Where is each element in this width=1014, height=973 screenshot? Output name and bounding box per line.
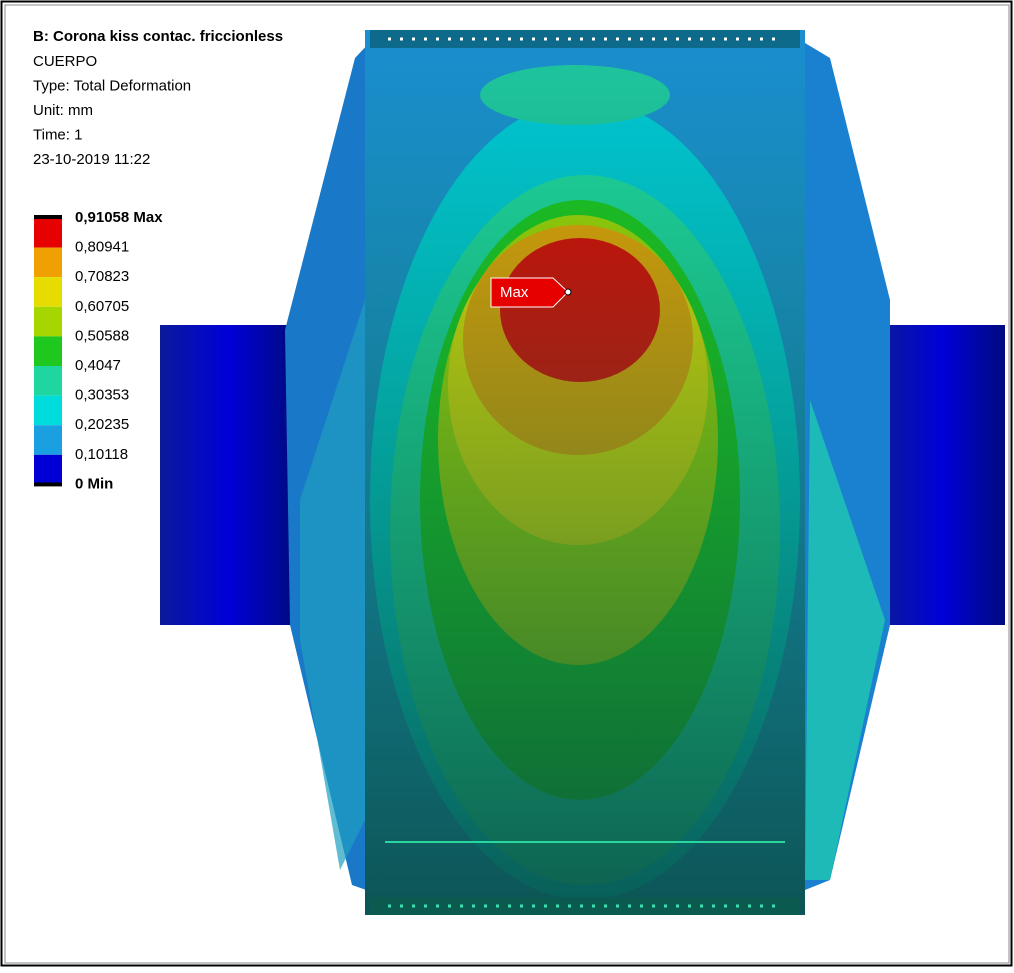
legend-swatch [34, 277, 62, 307]
legend-swatch [34, 455, 62, 485]
legend-label: 0,91058 Max [75, 209, 163, 226]
legend-label: 0,20235 [75, 416, 129, 433]
legend-label: 0,50588 [75, 327, 129, 344]
legend-max-bar [34, 215, 62, 219]
legend-swatch [34, 336, 62, 366]
legend-label: 0 Min [75, 475, 113, 492]
legend-swatch [34, 218, 62, 248]
bottom-flange [370, 897, 800, 915]
header-line: Time: 1 [33, 126, 82, 143]
legend-min-bar [34, 482, 62, 486]
left-hub [160, 325, 295, 625]
legend-label: 0,70823 [75, 268, 129, 285]
legend-label: 0,80941 [75, 239, 129, 256]
header-line: Type: Total Deformation [33, 77, 191, 94]
result-title: B: Corona kiss contac. friccionless [33, 28, 283, 45]
header-line: 23-10-2019 11:22 [33, 151, 150, 168]
legend-swatch [34, 248, 62, 278]
legend-label: 0,30353 [75, 387, 129, 404]
legend-label: 0,4047 [75, 357, 121, 374]
right-hub [880, 325, 1005, 625]
legend-swatch [34, 366, 62, 396]
header-line: Unit: mm [33, 102, 93, 119]
legend-label: 0,10118 [75, 446, 128, 463]
top-flange [370, 30, 800, 48]
probe-point [565, 289, 571, 295]
legend-label: 0,60705 [75, 298, 129, 315]
legend-swatch [34, 307, 62, 337]
header-line: CUERPO [33, 53, 97, 70]
probe-label: Max [500, 284, 529, 301]
viewport: Max B: Corona kiss contac. friccionless … [0, 0, 1014, 968]
body-shade [365, 30, 805, 915]
legend-swatch [34, 396, 62, 426]
legend-swatch [34, 425, 62, 455]
